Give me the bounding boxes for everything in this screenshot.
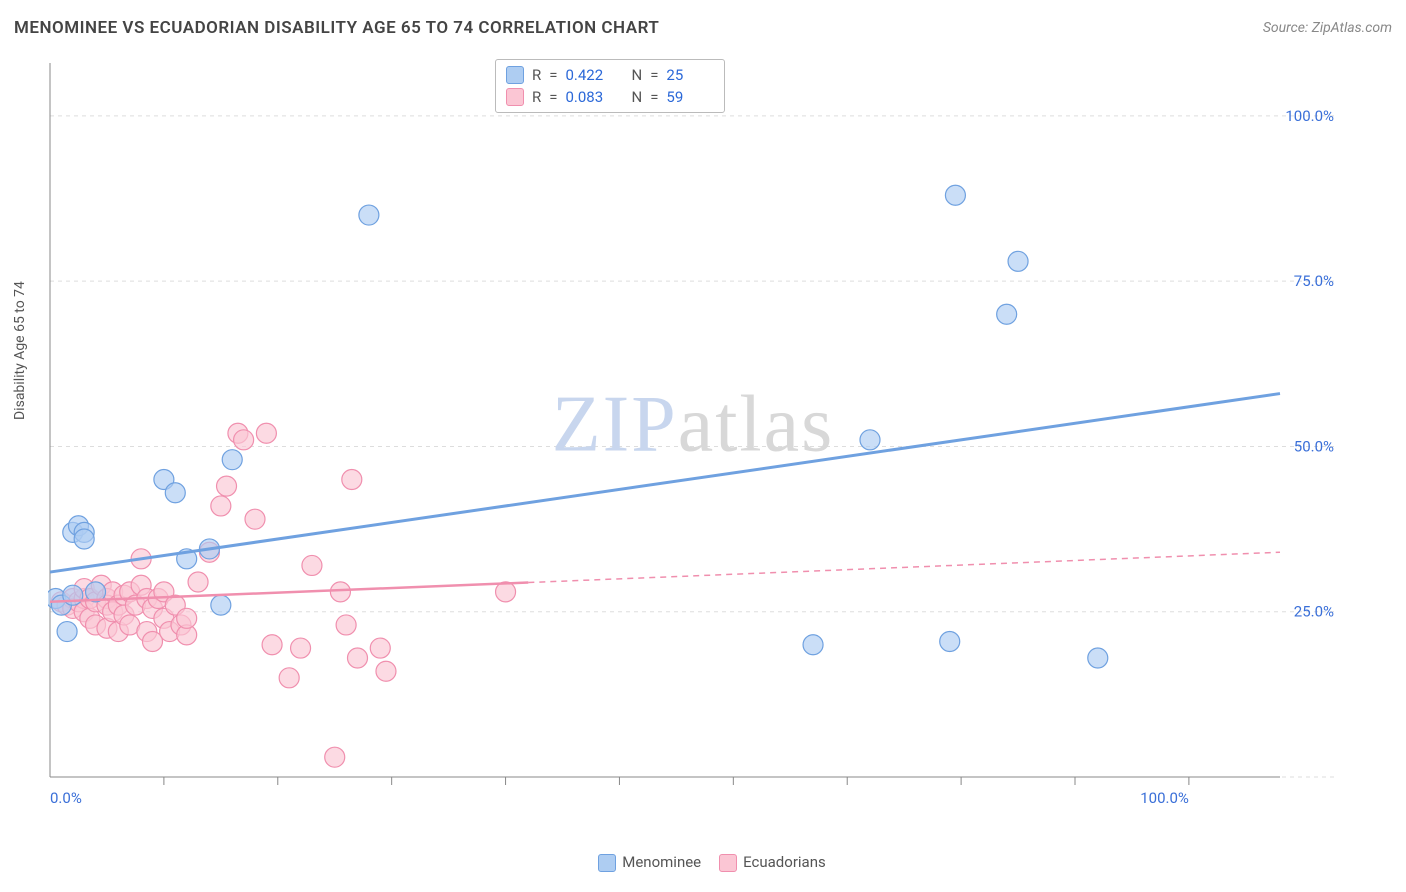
scatter-point: [940, 631, 960, 651]
scatter-chart-svg: 0.0% 100.0% 25.0% 50.0% 75.0% 100.0%: [48, 55, 1338, 825]
correlation-legend: R=0.422N=25R=0.083N=59: [495, 59, 725, 113]
scatter-point: [376, 661, 396, 681]
scatter-point: [188, 572, 208, 592]
scatter-point: [256, 423, 276, 443]
scatter-point: [262, 635, 282, 655]
scatter-point: [74, 529, 94, 549]
header: MENOMINEE VS ECUADORIAN DISABILITY AGE 6…: [14, 18, 1392, 38]
legend-swatch: [506, 88, 524, 106]
correlation-legend-row: R=0.083N=59: [506, 86, 714, 108]
scatter-point: [291, 638, 311, 658]
scatter-point: [359, 205, 379, 225]
scatter-point: [279, 668, 299, 688]
scatter-point: [57, 622, 77, 642]
source-attribution: Source: ZipAtlas.com: [1263, 20, 1392, 36]
scatter-point: [348, 648, 368, 668]
chart-plot-area: 0.0%100.0%25.0%50.0%75.0%100.0% ZIPatlas…: [48, 55, 1338, 825]
scatter-point: [234, 430, 254, 450]
scatter-point: [803, 635, 823, 655]
series-legend: Menominee Ecuadorians: [0, 853, 1406, 872]
scatter-point: [211, 496, 231, 516]
r-value: 0.422: [565, 66, 613, 84]
legend-label: Menominee: [622, 853, 701, 871]
chart-title: MENOMINEE VS ECUADORIAN DISABILITY AGE 6…: [14, 18, 659, 38]
scatter-point: [245, 509, 265, 529]
scatter-point: [177, 608, 197, 628]
scatter-point: [1008, 251, 1028, 271]
legend-label: Ecuadorians: [743, 853, 826, 871]
scatter-point: [370, 638, 390, 658]
scatter-point: [945, 185, 965, 205]
n-label: N: [631, 88, 642, 106]
scatter-point: [1088, 648, 1108, 668]
scatter-point: [342, 470, 362, 490]
svg-text:0.0%: 0.0%: [50, 789, 82, 807]
svg-text:50.0%: 50.0%: [1294, 437, 1334, 455]
scatter-point: [217, 476, 237, 496]
svg-text:75.0%: 75.0%: [1294, 272, 1334, 290]
scatter-point: [222, 450, 242, 470]
correlation-legend-row: R=0.422N=25: [506, 64, 714, 86]
scatter-point: [336, 615, 356, 635]
y-axis-label: Disability Age 65 to 74: [12, 281, 28, 420]
scatter-point: [330, 582, 350, 602]
r-value: 0.083: [565, 88, 613, 106]
r-label: R: [532, 66, 541, 84]
trend-line-extrapolated: [528, 552, 1280, 582]
svg-text:100.0%: 100.0%: [1140, 789, 1189, 807]
legend-swatch: [598, 854, 616, 872]
svg-text:25.0%: 25.0%: [1294, 603, 1334, 621]
scatter-point: [325, 747, 345, 767]
legend-swatch: [506, 66, 524, 84]
legend-swatch: [719, 854, 737, 872]
scatter-point: [165, 483, 185, 503]
r-label: R: [532, 88, 541, 106]
scatter-point: [211, 595, 231, 615]
scatter-point: [302, 555, 322, 575]
n-value: 59: [666, 88, 714, 106]
n-label: N: [631, 66, 642, 84]
scatter-point: [860, 430, 880, 450]
svg-text:100.0%: 100.0%: [1285, 107, 1334, 125]
n-value: 25: [666, 66, 714, 84]
scatter-point: [997, 304, 1017, 324]
